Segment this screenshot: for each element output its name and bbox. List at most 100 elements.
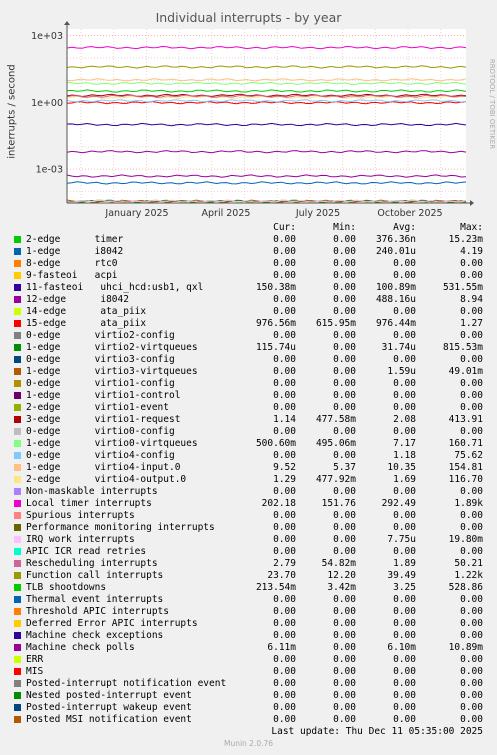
legend-min-value: 0.00 [333,666,356,677]
series-line [66,78,467,82]
y-tick-label: 1e+03 [31,31,63,42]
legend-max-value: 8.94 [460,294,483,305]
legend-swatch [14,668,21,675]
legend-min-value: 477.92m [315,474,356,485]
legend-swatch [14,272,21,279]
legend-min-value: 12.20 [327,570,356,581]
legend-avg-value: 2.08 [393,414,416,425]
legend-cur-value: 0.00 [273,630,296,641]
legend-avg-value: 0.00 [393,510,416,521]
legend-min-value: 0.00 [333,678,356,689]
legend-label: 0-edge virtio0-config [26,426,175,437]
legend-max-value: 0.00 [460,258,483,269]
legend-max-value: 0.00 [460,330,483,341]
legend-row: Thermal event interrupts 0.00 0.00 0.00 0.00 [0,594,497,606]
x-tick-label: April 2025 [202,208,251,219]
legend-avg-value: 0.00 [393,714,416,725]
legend-max-value: 0.00 [460,306,483,317]
legend-cur-value: 1.14 [273,414,296,425]
legend-min-value: 0.00 [333,402,356,413]
legend-avg-value: 0.00 [393,258,416,269]
legend-avg-value: 7.17 [393,438,416,449]
legend-cur-value: 0.00 [273,234,296,245]
legend-min-value: 0.00 [333,378,356,389]
legend-avg-value: 0.00 [393,630,416,641]
legend-label: Deferred Error APIC interrupts [26,618,198,629]
legend-cur-value: 0.00 [273,618,296,629]
legend-label: Threshold APIC interrupts [26,606,169,617]
legend-max-value: 0.00 [460,522,483,533]
legend-cur-value: 150.38m [255,282,296,293]
legend-min-value: 477.58m [315,414,356,425]
legend-swatch [14,428,21,435]
legend-cur-value: 0.00 [273,246,296,257]
legend-swatch [14,488,21,495]
legend-avg-value: 0.00 [393,546,416,557]
legend-avg-value: 10.35 [387,462,416,473]
legend-min-value: 0.00 [333,654,356,665]
legend-label: 12-edge i8042 [26,294,129,305]
legend-swatch [14,596,21,603]
legend-swatch [14,692,21,699]
legend-label: 8-edge rtc0 [26,258,118,269]
legend-avg-value: 39.49 [387,570,416,581]
legend-row: 1-edge virtio1-control 0.00 0.00 0.00 0.00 [0,390,497,402]
legend-avg-value: 6.10m [387,642,416,653]
series-line [66,81,467,85]
legend-cur-value: 0.00 [273,258,296,269]
legend-avg-value: 100.89m [375,282,416,293]
legend-row: APIC ICR read retries 0.00 0.00 0.00 0.00 [0,546,497,558]
legend-swatch [14,248,21,255]
legend-cur-value: 0.00 [273,426,296,437]
legend-row: 3-edge virtio1-request 1.14 477.58m 2.08 413… [0,414,497,426]
legend-swatch [14,632,21,639]
legend-max-value: 19.80m [448,534,483,545]
legend-max-value: 154.81 [448,462,483,473]
legend-swatch [14,476,21,483]
legend-min-value: 0.00 [333,270,356,281]
legend-avg-value: 0.00 [393,702,416,713]
legend-row: 1-edge virtio0-virtqueues 500.60m 495.06m 7… [0,438,497,450]
legend-row: 12-edge i8042 0.00 0.00 488.16u 8.94 [0,294,497,306]
legend-max-value: 0.00 [460,510,483,521]
legend-min-value: 0.00 [333,258,356,269]
legend-swatch [14,284,21,291]
legend-cur-value: 0.00 [273,546,296,557]
legend-row: IRQ work interrupts 0.00 0.00 7.75u 19.80m [0,534,497,546]
legend-min-value: 0.00 [333,450,356,461]
legend-cur-value: 0.00 [273,390,296,401]
legend-cur-value: 0.00 [273,486,296,497]
legend-row: 11-fasteoi uhci_hcd:usb1, qxl 150.38m 0.00… [0,282,497,294]
legend-max-value: 413.91 [448,414,483,425]
legend-swatch [14,560,21,567]
legend-swatch [14,332,21,339]
series-line [66,174,467,178]
x-tick-label: July 2025 [295,208,340,219]
legend-label: Spurious interrupts [26,510,135,521]
legend-max-value: 50.21 [454,558,483,569]
series-line [66,89,467,93]
col-max-header: Max: [460,222,483,233]
legend-row: Function call interrupts 23.70 12.20 39.49 1… [0,570,497,582]
legend-max-value: 0.00 [460,426,483,437]
series-line [66,100,467,105]
legend-cur-value: 0.00 [273,510,296,521]
last-update: Last update: Thu Dec 11 05:35:00 2025 [271,726,483,737]
legend-label: Function call interrupts [26,570,164,581]
legend-max-value: 1.22k [454,570,483,581]
legend-max-value: 0.00 [460,618,483,629]
legend-min-value: 0.00 [333,366,356,377]
x-tick-label: January 2025 [104,208,168,219]
col-cur-header: Cur: [273,222,296,233]
series-line [66,122,467,127]
legend-label: ERR [26,654,44,665]
legend-min-value: 615.95m [315,318,356,329]
legend-cur-value: 976.56m [255,318,296,329]
legend-min-value: 54.82m [321,558,356,569]
legend-avg-value: 0.00 [393,690,416,701]
legend-row: Nested posted-interrupt event 0.00 0.00 0.0… [0,690,497,702]
legend-label: 0-edge virtio4-config [26,450,175,461]
legend-min-value: 0.00 [333,306,356,317]
legend-max-value: 0.00 [460,606,483,617]
legend-label: 0-edge virtio3-config [26,354,175,365]
